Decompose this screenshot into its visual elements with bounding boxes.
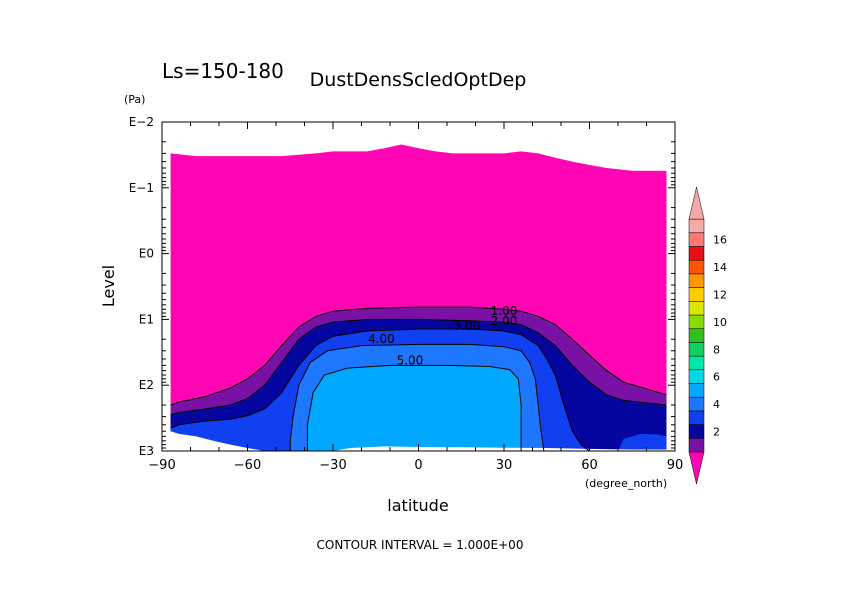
colorbar-swatch <box>688 396 705 412</box>
colorbar-swatch <box>688 218 705 234</box>
colorbar-swatch <box>688 232 705 247</box>
x-axis-units: (degree_north) <box>585 477 667 490</box>
contour-interval-note: CONTOUR INTERVAL = 1.000E+00 <box>317 538 524 552</box>
colorbar-swatch <box>688 301 705 316</box>
x-tick-label: 90 <box>667 458 684 473</box>
colorbar-tick-label: 2 <box>713 425 720 438</box>
contour-line-2 <box>170 318 667 416</box>
axes: −90 −60 −30 0 30 60 90 E−2 E−1 E0 E1 E2 E3 <box>129 115 684 473</box>
contour-label: 5.00 <box>397 353 424 367</box>
contour-label: 1.00 <box>491 304 518 318</box>
x-tick-label: −60 <box>234 458 261 473</box>
colorbar-swatch <box>688 424 705 439</box>
colorbar-tick-label: 16 <box>713 234 727 247</box>
contour-label: 3.00 <box>454 319 481 333</box>
colorbar-swatch <box>688 342 705 357</box>
x-tick-label: 60 <box>581 458 598 473</box>
colorbar: 2 4 6 8 10 12 14 16 <box>688 187 727 485</box>
contour-lines <box>170 306 667 451</box>
x-tick-label: −30 <box>319 458 346 473</box>
plot-area <box>162 144 675 451</box>
colorbar-swatch <box>688 314 705 329</box>
y-tick-label: E0 <box>139 247 154 261</box>
season-label: Ls=150-180 <box>162 59 284 83</box>
colorbar-under-arrow <box>688 451 705 485</box>
chart-title: DustDensScledOptDep <box>310 69 527 91</box>
colorbar-swatch <box>688 369 705 384</box>
contour-line-1 <box>170 306 667 406</box>
x-tick-label: −90 <box>148 458 175 473</box>
colorbar-over-arrow <box>688 187 705 220</box>
y-axis-label: Level <box>99 265 118 307</box>
fill-region-5 <box>307 365 522 451</box>
y-tick-label: E3 <box>139 444 154 458</box>
colorbar-swatch <box>688 438 705 453</box>
contour-label: 2.00 <box>491 314 518 328</box>
x-tick-label: 30 <box>496 458 513 473</box>
colorbar-swatch <box>688 410 705 425</box>
fill-patch-2 <box>618 433 667 451</box>
colorbar-tick-label: 8 <box>713 343 720 356</box>
colorbar-swatch <box>688 246 705 261</box>
contour-line-3 <box>170 328 590 451</box>
colorbar-tick-label: 6 <box>713 371 720 384</box>
contour-label: 4.00 <box>368 332 395 346</box>
contour-line-5 <box>306 364 522 451</box>
y-axis-units: (Pa) <box>124 93 145 106</box>
colorbar-tick-label: 10 <box>713 316 727 329</box>
colorbar-swatch <box>688 259 705 275</box>
x-tick-label: 0 <box>414 458 422 473</box>
colorbar-swatch <box>688 383 705 398</box>
contour-line-4 <box>289 343 545 451</box>
colorbar-swatch <box>688 328 705 343</box>
colorbar-tick-label: 4 <box>713 398 720 411</box>
x-axis-label: latitude <box>387 496 448 515</box>
y-tick-label: E1 <box>139 312 154 326</box>
colorbar-swatch <box>688 287 705 302</box>
y-tick-label: E2 <box>139 378 154 392</box>
contour-fill <box>162 144 675 451</box>
y-tick-label: E−1 <box>129 181 154 195</box>
contour-labels: 1.002.00 3.00 4.005.00 <box>368 304 517 367</box>
colorbar-swatch <box>688 355 705 371</box>
colorbar-tick-label: 12 <box>713 288 727 301</box>
y-tick-label: E−2 <box>129 115 154 129</box>
colorbar-swatch <box>688 273 705 288</box>
colorbar-tick-label: 14 <box>713 261 727 274</box>
